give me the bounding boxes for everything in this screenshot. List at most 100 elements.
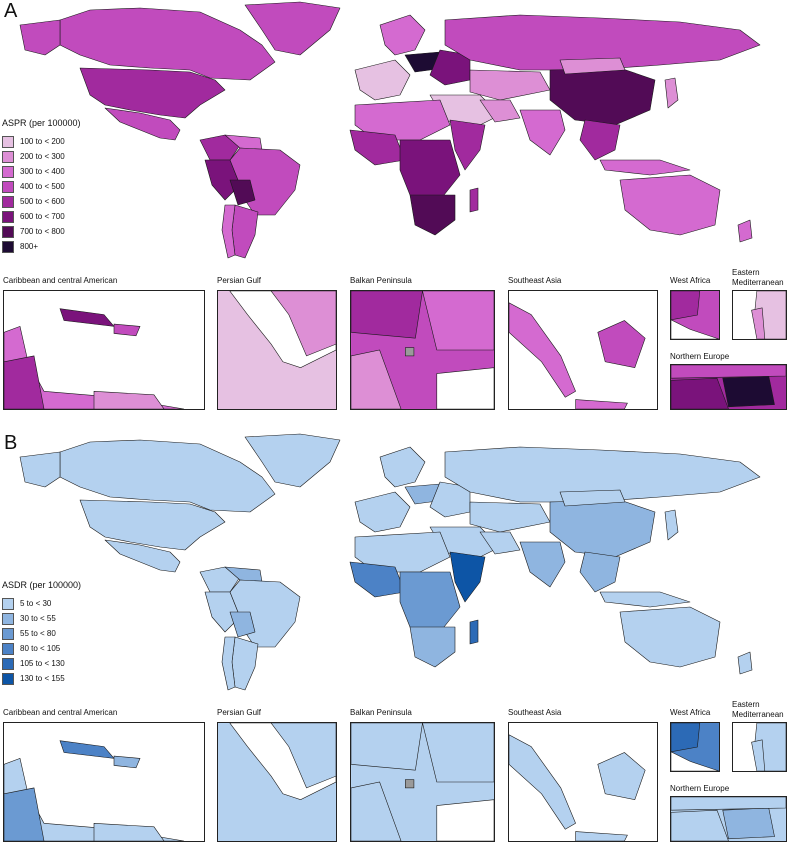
inset-title: Northern Europe [670, 784, 730, 793]
inset-title: Caribbean and central American [3, 276, 118, 285]
inset-map [508, 722, 658, 842]
inset-map [350, 722, 495, 842]
region-iran [479, 99, 521, 123]
legend-item: 105 to < 130 [2, 656, 81, 671]
legend-item: 300 to < 400 [2, 164, 81, 179]
legend-item: 80 to < 105 [2, 641, 81, 656]
legend-swatch [2, 165, 14, 178]
legend: ASPR (per 100000) 100 to < 200 200 to < 3… [2, 118, 81, 254]
inset-map [670, 364, 787, 410]
region-new-zealand [737, 219, 753, 243]
region-peru [204, 591, 241, 633]
legend-item: 500 to < 600 [2, 194, 81, 209]
inset-map [217, 290, 337, 410]
region-canada [59, 7, 276, 81]
legend-label: 400 to < 500 [20, 182, 65, 191]
region-india [519, 541, 566, 588]
region-usa [79, 499, 226, 551]
inset-map [3, 722, 205, 842]
region-china [549, 499, 656, 558]
legend-swatch [2, 657, 14, 670]
inset-title: Northern Europe [670, 352, 730, 361]
inset-map [732, 722, 787, 772]
inset-map [217, 722, 337, 842]
region-japan [664, 77, 679, 109]
region-bolivia [229, 611, 256, 638]
legend-item: 55 to < 80 [2, 626, 81, 641]
region-mongolia [559, 489, 626, 507]
inset-map [670, 796, 787, 842]
legend-label: 5 to < 30 [20, 599, 52, 608]
legend-item: 5 to < 30 [2, 596, 81, 611]
legend: ASDR (per 100000) 5 to < 30 30 to < 55 55 … [2, 580, 81, 686]
region-india [519, 109, 566, 156]
world-map-asdr [19, 433, 761, 691]
legend-label: 700 to < 800 [20, 227, 65, 236]
panel-letter: B [4, 432, 18, 454]
inset-title: Eastern Mediterranean [732, 700, 784, 719]
legend-swatch [2, 672, 14, 685]
region-southern-africa [409, 194, 456, 236]
region-alaska [19, 451, 61, 488]
region-russia [444, 14, 761, 71]
legend-swatch [2, 612, 14, 625]
region-bolivia [229, 179, 256, 206]
region-mexico [104, 539, 181, 573]
region-greenland [244, 433, 341, 488]
legend-swatch [2, 135, 14, 148]
legend-label: 200 to < 300 [20, 152, 65, 161]
legend-item: 800+ [2, 239, 81, 254]
legend-swatch [2, 627, 14, 640]
region-mongolia [559, 57, 626, 75]
inset-title: Eastern Mediterranean [732, 268, 784, 287]
region-se-asia [579, 119, 621, 161]
region-japan [664, 509, 679, 541]
legend-label: 600 to < 700 [20, 212, 65, 221]
inset-title: Caribbean and central American [3, 708, 118, 717]
world-map-aspr [19, 1, 761, 259]
region-central-asia [469, 501, 551, 533]
legend-label: 130 to < 155 [20, 674, 65, 683]
legend-label: 800+ [20, 242, 39, 251]
region-madagascar [469, 187, 479, 213]
region-madagascar [469, 619, 479, 645]
region-west-africa [349, 129, 406, 166]
legend-title: ASPR (per 100000) [2, 118, 81, 128]
legend-label: 30 to < 55 [20, 614, 56, 623]
region-argentina [231, 636, 259, 691]
legend-item: 200 to < 300 [2, 149, 81, 164]
region-western-europe [354, 59, 411, 101]
region-new-zealand [737, 651, 753, 675]
region-argentina [231, 204, 259, 259]
region-scandinavia [379, 446, 426, 488]
region-east-africa [449, 551, 486, 603]
region-alaska [19, 19, 61, 56]
region-scandinavia [379, 14, 426, 56]
legend-item: 400 to < 500 [2, 179, 81, 194]
region-southern-africa [409, 626, 456, 668]
region-central-africa [399, 571, 461, 633]
legend-swatch [2, 642, 14, 655]
region-se-asia [579, 551, 621, 593]
legend-label: 100 to < 200 [20, 137, 65, 146]
legend-item: 30 to < 55 [2, 611, 81, 626]
inset-title: West Africa [670, 276, 711, 285]
legend-label: 80 to < 105 [20, 644, 61, 653]
legend-label: 105 to < 130 [20, 659, 65, 668]
region-mexico [104, 107, 181, 141]
legend-item: 600 to < 700 [2, 209, 81, 224]
legend-swatch [2, 225, 14, 238]
region-australia [619, 606, 721, 668]
region-russia [444, 446, 761, 503]
legend-items: 100 to < 200 200 to < 300 300 to < 400 400 … [2, 134, 81, 254]
region-chile [221, 636, 236, 691]
inset-title: Persian Gulf [217, 276, 262, 285]
inset-map [732, 290, 787, 340]
region-peru [204, 159, 241, 201]
inset-map [350, 290, 495, 410]
region-australia [619, 174, 721, 236]
region-chile [221, 204, 236, 259]
legend-label: 55 to < 80 [20, 629, 56, 638]
legend-label: 500 to < 600 [20, 197, 65, 206]
region-central-africa [399, 139, 461, 201]
